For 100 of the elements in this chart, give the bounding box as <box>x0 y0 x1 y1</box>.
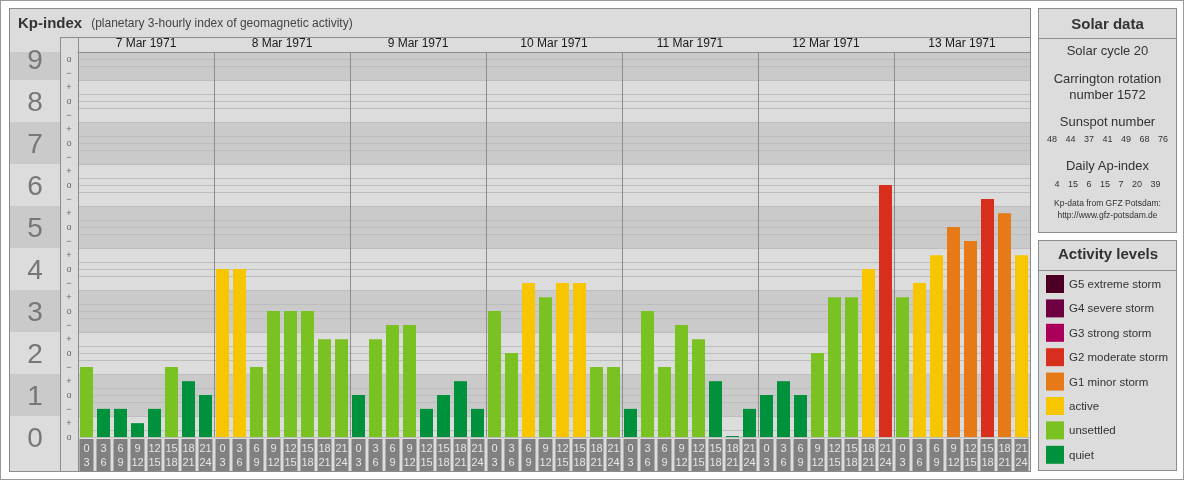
x-tick-label: 3 6 <box>100 442 107 468</box>
x-tick-label: 9 12 <box>403 442 416 468</box>
x-tick-label: 9 12 <box>539 442 552 468</box>
text: + <box>65 123 73 136</box>
x-tick-label: 12 15 <box>828 442 841 468</box>
chart-subtitle: (planetary 3-hourly index of geomagnetic activity) <box>91 16 353 30</box>
x-tick-label: 0 3 <box>763 442 770 468</box>
legend-label: G4 severe storm <box>1069 302 1154 315</box>
text: Kp-data from GFZ Potsdam: http://www.gfz-potsdam.de <box>1053 198 1162 221</box>
x-tick-label: 12 15 <box>556 442 569 468</box>
x-tick-label: 18 21 <box>454 442 467 468</box>
y-tick-label: 7 <box>27 127 43 159</box>
legend-title: Activity levels <box>1057 245 1159 262</box>
x-tick-label: 18 21 <box>726 442 739 468</box>
x-tick-label: 21 24 <box>199 442 212 468</box>
x-tick-label: 6 9 <box>389 442 396 468</box>
x-tick-label: 12 15 <box>964 442 977 468</box>
x-tick-label: 15 18 <box>845 442 858 468</box>
text: + <box>65 333 73 346</box>
x-tick-label: 3 6 <box>644 442 651 468</box>
text: + <box>65 165 73 178</box>
text: + <box>65 81 73 94</box>
x-tick-label: 0 3 <box>219 442 226 468</box>
x-tick-label: 6 9 <box>525 442 532 468</box>
text: − <box>65 151 73 164</box>
x-tick-label: 0 3 <box>899 442 906 468</box>
x-tick-label: 3 6 <box>236 442 243 468</box>
text: 9 Mar 1971 <box>387 36 449 50</box>
bar <box>947 227 960 437</box>
x-tick-label: 15 18 <box>573 442 586 468</box>
bar <box>590 366 603 437</box>
bar <box>335 339 348 437</box>
text: 8 Mar 1971 <box>251 36 313 50</box>
x-tick-label: 0 3 <box>355 442 362 468</box>
legend-label: active <box>1069 400 1100 412</box>
bar <box>743 408 756 437</box>
x-tick-label: 6 9 <box>117 442 124 468</box>
x-tick-label: 18 21 <box>862 442 875 468</box>
text: o <box>65 347 73 360</box>
chart-title: Kp-index <box>18 14 83 31</box>
bar <box>828 297 841 437</box>
bar <box>182 381 195 437</box>
text: − <box>65 403 73 415</box>
x-tick-label: 15 18 <box>709 442 722 468</box>
bar <box>556 282 569 437</box>
x-tick-label: 18 21 <box>998 442 1011 468</box>
bar <box>607 366 620 437</box>
bar <box>675 324 688 437</box>
x-tick-label: 15 18 <box>165 442 178 468</box>
text: 10 Mar 1971 <box>520 36 589 50</box>
text: + <box>65 207 73 220</box>
bar <box>981 198 994 437</box>
x-tick-label: 9 12 <box>267 442 280 468</box>
text: − <box>65 67 73 80</box>
y-tick-label: 6 <box>27 169 43 201</box>
bar <box>131 423 144 437</box>
x-tick-label: 6 9 <box>661 442 668 468</box>
bar <box>709 381 722 437</box>
text: 12 Mar 1971 <box>792 36 861 50</box>
legend-label: unsettled <box>1069 424 1116 437</box>
bar <box>148 408 161 437</box>
text: + <box>65 417 73 429</box>
text: 7 Mar 1971 <box>115 36 177 50</box>
text: o <box>65 53 73 66</box>
text: o <box>65 431 73 443</box>
x-tick-label: 18 21 <box>318 442 331 468</box>
x-tick-label: 3 6 <box>916 442 923 468</box>
x-tick-label: 9 12 <box>131 442 144 468</box>
x-tick-label: 15 18 <box>437 442 450 468</box>
x-tick-label: 0 3 <box>627 442 634 468</box>
text: 48 44 37 41 49 68 76 <box>1045 134 1170 146</box>
legend-label: quiet <box>1069 448 1095 461</box>
x-tick-label: 9 12 <box>947 442 960 468</box>
bar <box>539 297 552 437</box>
y-tick-label: 9 <box>27 43 43 75</box>
x-tick-label: 15 18 <box>301 442 314 468</box>
bar <box>165 366 178 437</box>
text: 13 Mar 1971 <box>928 36 997 50</box>
x-tick-label: 15 18 <box>981 442 994 468</box>
text: Solar data <box>1039 9 1176 39</box>
x-tick-label: 12 15 <box>148 442 161 468</box>
x-tick-label: 3 6 <box>508 442 515 468</box>
text: o <box>65 179 73 192</box>
bar <box>471 408 484 437</box>
x-tick-label: 6 9 <box>933 442 940 468</box>
text: − <box>65 277 73 290</box>
text: + <box>65 291 73 304</box>
text: − <box>65 193 73 206</box>
y-tick-label: 2 <box>27 337 43 369</box>
text: Daily Ap-index <box>1064 157 1151 174</box>
x-tick-label: 0 3 <box>491 442 498 468</box>
x-tick-label: 12 15 <box>284 442 297 468</box>
bar <box>811 353 824 437</box>
bar <box>267 311 280 437</box>
y-tick-label: 0 <box>27 421 43 453</box>
text: o <box>65 389 73 401</box>
bar <box>403 324 416 437</box>
bar <box>454 381 467 437</box>
x-tick-label: 21 24 <box>335 442 348 468</box>
y-tick-label: 3 <box>27 295 43 327</box>
